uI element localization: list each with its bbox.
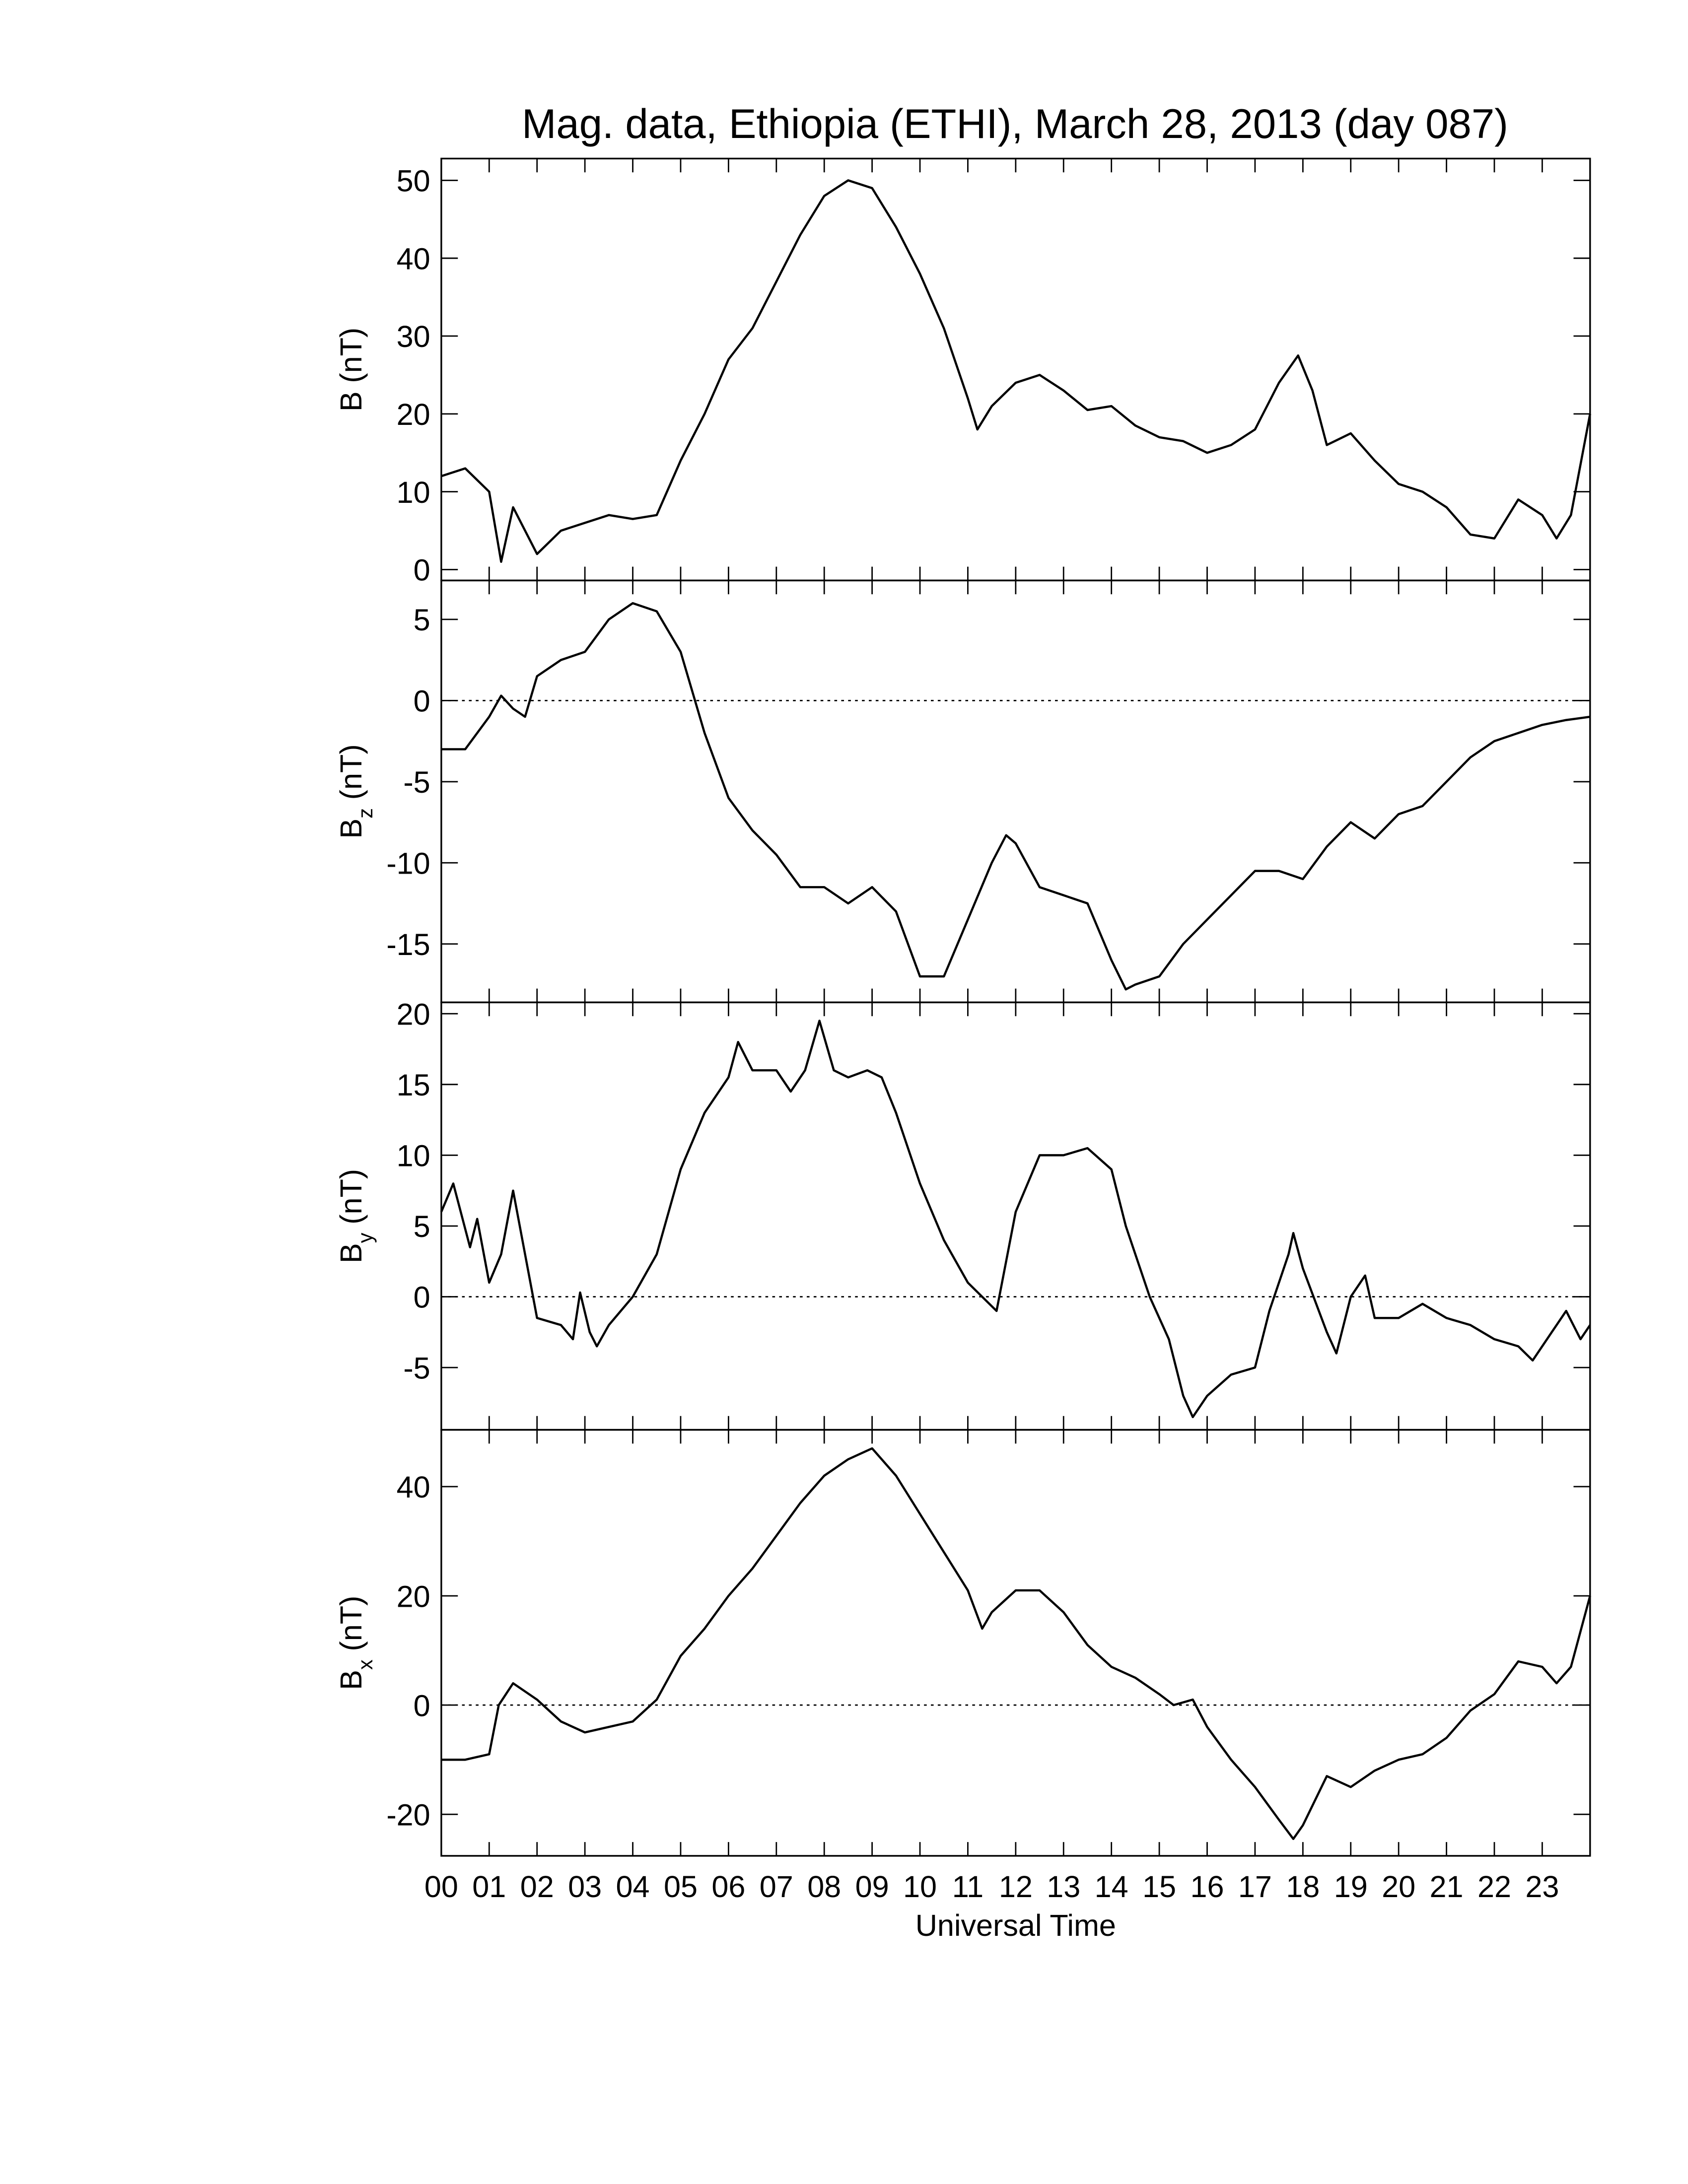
data-line (441, 179, 1591, 563)
x-tick-label: 17 (1238, 1870, 1272, 1904)
y-tick-label: 0 (414, 1281, 430, 1314)
data-line (441, 602, 1591, 991)
y-tick-label: -5 (403, 765, 430, 799)
y-label-units: (nT) (334, 1169, 368, 1225)
x-tick-label: 20 (1382, 1870, 1415, 1904)
data-line (441, 1447, 1591, 1840)
y-axis-label: B (nT) (334, 328, 368, 411)
y-axis-label: Bz (nT) (334, 744, 377, 838)
x-tick-label: 09 (855, 1870, 889, 1904)
y-label-main: B (334, 391, 368, 411)
x-tick-label: 10 (903, 1870, 937, 1904)
x-tick-label: 05 (664, 1870, 698, 1904)
y-tick-label: 40 (397, 242, 430, 275)
y-tick-label: 30 (397, 320, 430, 353)
y-tick-label: 0 (414, 1689, 430, 1722)
x-tick-label: 02 (520, 1870, 554, 1904)
x-tick-label: 16 (1190, 1870, 1224, 1904)
x-tick-label: 22 (1477, 1870, 1511, 1904)
y-label-subscript: z (353, 808, 377, 819)
y-tick-label: 10 (397, 1139, 430, 1173)
x-tick-label: 04 (616, 1870, 650, 1904)
x-tick-label: 23 (1525, 1870, 1559, 1904)
y-tick-label: 20 (397, 1579, 430, 1613)
x-axis-label: Universal Time (915, 1909, 1116, 1942)
y-tick-label: -20 (386, 1798, 430, 1832)
y-label-subscript: x (353, 1659, 377, 1670)
y-label-subscript: y (353, 1232, 377, 1243)
y-tick-label: -5 (403, 1351, 430, 1385)
plot-frame (440, 1429, 1591, 1857)
y-tick-label: 20 (397, 398, 430, 431)
y-label-main: B (334, 1243, 368, 1263)
y-label-units: (nT) (334, 744, 368, 800)
y-tick-label: 5 (414, 1210, 430, 1243)
y-tick-label: 40 (397, 1470, 430, 1504)
x-tick-label: 08 (807, 1870, 841, 1904)
plot-frame (440, 157, 1591, 582)
x-tick-label: 15 (1142, 1870, 1176, 1904)
x-tick-label: 18 (1286, 1870, 1320, 1904)
x-tick-label: 12 (999, 1870, 1033, 1904)
y-label-units: (nT) (334, 328, 368, 383)
x-tick-label: 11 (952, 1870, 984, 1904)
y-tick-label: -15 (386, 928, 430, 961)
y-tick-label: 15 (397, 1068, 430, 1102)
y-tick-label: 50 (397, 164, 430, 198)
y-axis-label: By (nT) (334, 1169, 377, 1263)
plot-frame (440, 579, 1591, 1004)
x-tick-label: 14 (1095, 1870, 1128, 1904)
y-tick-label: 0 (414, 684, 430, 718)
x-tick-label: 01 (472, 1870, 506, 1904)
x-tick-label: 06 (711, 1870, 745, 1904)
x-tick-label: 07 (760, 1870, 793, 1904)
y-tick-label: 5 (414, 603, 430, 637)
y-tick-label: 0 (414, 553, 430, 587)
x-tick-label: 19 (1334, 1870, 1368, 1904)
chart-title: Mag. data, Ethiopia (ETHI), March 28, 20… (522, 101, 1508, 147)
x-tick-label: 13 (1047, 1870, 1080, 1904)
y-tick-label: 20 (397, 997, 430, 1031)
y-label-main: B (334, 1670, 368, 1690)
x-tick-label: 03 (568, 1870, 602, 1904)
y-tick-label: -10 (386, 847, 430, 881)
y-tick-label: 10 (397, 476, 430, 509)
y-label-main: B (334, 819, 368, 839)
y-axis-label: Bx (nT) (334, 1596, 377, 1690)
data-line (440, 1020, 1591, 1419)
y-label-units: (nT) (334, 1596, 368, 1651)
x-tick-label: 00 (424, 1870, 458, 1904)
x-tick-label: 21 (1430, 1870, 1464, 1904)
